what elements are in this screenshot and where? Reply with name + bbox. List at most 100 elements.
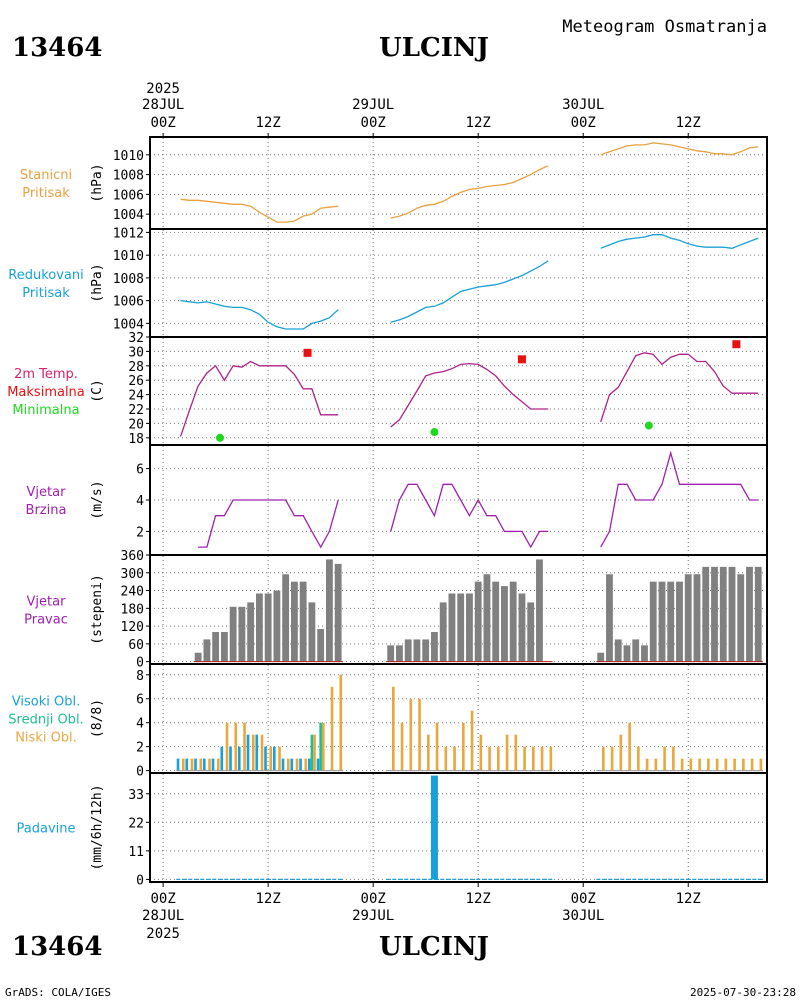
max-temp-marker [517, 355, 526, 364]
cloud-bar-high [316, 758, 320, 771]
time-label-top: 12Z [676, 115, 701, 131]
wind-direction-bar [247, 602, 255, 662]
wind-direction-bar [404, 639, 412, 662]
wind-direction-bar [194, 652, 202, 662]
precip-bar [430, 775, 438, 880]
cloud-bar-low [199, 758, 203, 771]
wind-direction-bar [623, 645, 631, 662]
time-label-top: 29JUL [352, 97, 394, 113]
time-label-top: 30JUL [562, 97, 604, 113]
panel-label: Niski Obl. [15, 731, 77, 746]
cloud-bar-low [243, 722, 246, 771]
panel-label: Padavine [17, 822, 76, 837]
cloud-bar-low [479, 734, 483, 771]
wind-direction-bar [693, 574, 701, 662]
y-tick-label: 1006 [113, 188, 144, 203]
y-axis-label: (m/s) [90, 480, 105, 519]
panel-frame [149, 336, 768, 446]
wind-direction-bar [308, 602, 316, 662]
cloud-bar-low [532, 746, 535, 771]
y-tick-label: 22 [128, 816, 144, 831]
y-axis-label: (stepeni) [90, 574, 105, 644]
cloud-bar-high [229, 746, 232, 771]
time-label-top: 28JUL [142, 97, 184, 113]
cloud-bar-mid [310, 734, 314, 771]
y-tick-label: 1004 [113, 317, 144, 332]
wind-direction-bar [483, 574, 491, 662]
time-label-bottom: 28JUL [142, 908, 184, 924]
cloud-bar-low [251, 734, 255, 771]
cloud-bar-low [505, 734, 509, 771]
y-tick-label: 120 [121, 620, 144, 635]
wind-direction-bar [290, 581, 298, 662]
y-axis-label: (8/8) [90, 699, 105, 738]
panel-label: Srednji Obl. [8, 713, 83, 728]
series-line [179, 360, 339, 437]
wind-direction-bar [439, 602, 447, 662]
cloud-bar-low [628, 722, 631, 771]
wind-direction-bar [667, 581, 675, 662]
cloud-bar-high [246, 734, 250, 771]
panel-label: Pravac [24, 613, 68, 628]
cloud-bar-low [269, 746, 273, 771]
cloud-bar-low [759, 758, 763, 771]
cloud-bar-low [400, 722, 404, 771]
cloud-bar-high [202, 758, 206, 771]
wind-direction-bar [255, 593, 263, 662]
cloud-bar-low [680, 758, 684, 771]
cloud-bar-low [715, 758, 719, 771]
cloud-bar-low [637, 746, 640, 771]
wind-direction-bar [746, 566, 753, 662]
wind-direction-bar [448, 593, 456, 662]
panel-label: Vjetar [27, 595, 67, 610]
cloud-bar-low [435, 722, 439, 771]
y-tick-label: 24 [128, 389, 144, 404]
series-line [600, 142, 759, 156]
wind-direction-bar [492, 581, 500, 662]
wind-direction-bar [649, 581, 657, 662]
wind-direction-bar [658, 581, 666, 662]
wind-direction-bar [203, 639, 211, 662]
cloud-bar-low [313, 734, 316, 771]
y-axis-label: (mm/6h/12h) [90, 784, 105, 870]
y-tick-label: 8 [136, 669, 144, 684]
panel-label: Pritisak [22, 286, 70, 301]
time-label-top: 00Z [150, 115, 175, 131]
wind-direction-bar [684, 574, 692, 662]
time-label-bottom: 12Z [676, 891, 701, 907]
time-label-top: 12Z [466, 115, 491, 131]
cloud-bar-low [330, 686, 334, 771]
y-tick-label: 240 [121, 585, 144, 600]
wind-direction-bar [632, 639, 640, 662]
panel-label: Vjetar [27, 485, 67, 500]
wind-direction-bar [238, 606, 246, 662]
cloud-bar-low [181, 758, 185, 771]
panel-cloud-cover: 0 2 4 6 8 (8/8) Visoki Obl. Srednji Obl. Niski O… [8, 663, 768, 780]
cloud-bar-low [444, 746, 448, 771]
y-axis-label: (C) [90, 379, 105, 402]
cloud-bar-low [321, 722, 325, 771]
panel-frame [149, 772, 768, 883]
wind-direction-bar [264, 593, 272, 662]
time-label-bottom: 00Z [571, 891, 596, 907]
wind-direction-bar [396, 645, 403, 662]
station-name-top: ULCINJ [379, 33, 489, 63]
wind-direction-bar [509, 581, 517, 662]
time-label-top: 00Z [361, 115, 386, 131]
series-line [600, 450, 759, 548]
cloud-bar-high [281, 758, 285, 771]
min-temp-marker [644, 421, 653, 430]
cloud-bar-low [426, 734, 430, 771]
series-line [390, 260, 549, 323]
time-label-top: 12Z [256, 115, 281, 131]
cloud-bar-high [194, 758, 197, 771]
cloud-bar-low [470, 710, 474, 771]
y-tick-label: 18 [128, 432, 144, 447]
cloud-bar-high [185, 758, 189, 771]
wind-direction-bar [754, 566, 762, 662]
time-label-top: 2025 [146, 81, 180, 97]
time-label-bottom: 30JUL [562, 908, 604, 924]
y-tick-label: 11 [128, 845, 144, 860]
